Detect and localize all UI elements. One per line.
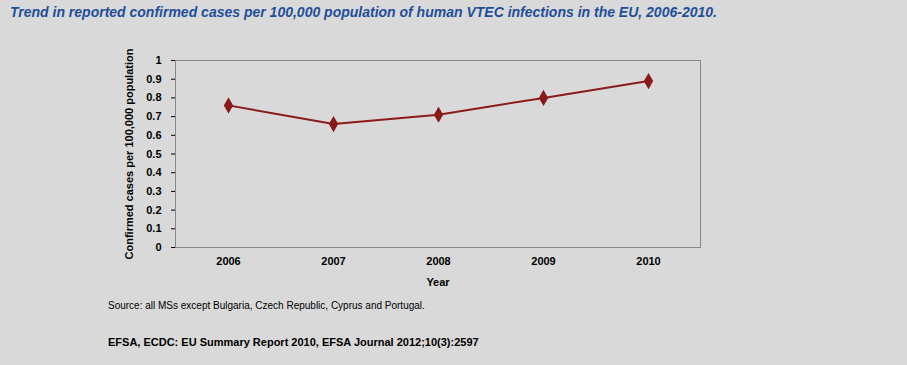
svg-text:1: 1 (155, 54, 161, 66)
svg-text:2006: 2006 (216, 255, 240, 267)
svg-text:0.9: 0.9 (146, 73, 161, 85)
svg-text:2010: 2010 (636, 255, 660, 267)
svg-text:0.7: 0.7 (146, 110, 161, 122)
html-text:EFSA, ECDC: EU Summary Report: EFSA, ECDC: EU Summary Report 2010, EFSA… (108, 336, 479, 348)
svg-text:0.8: 0.8 (146, 91, 161, 103)
svg-text:0.4: 0.4 (146, 166, 162, 178)
svg-text:0.6: 0.6 (146, 129, 161, 141)
svg-text:0: 0 (155, 241, 161, 253)
svg-text:0.2: 0.2 (146, 204, 161, 216)
svg-text:0.3: 0.3 (146, 185, 161, 197)
svg-text:2007: 2007 (321, 255, 345, 267)
svg-text:Year: Year (426, 276, 450, 288)
svg-text:Confirmed cases per 100,000 po: Confirmed cases per 100,000 population (123, 48, 135, 259)
svg-text:2009: 2009 (531, 255, 555, 267)
svg-text:2008: 2008 (426, 255, 450, 267)
svg-text:0.5: 0.5 (146, 148, 161, 160)
html-text:Source: all MSs except Bulgari: Source: all MSs except Bulgaria, Czech R… (108, 300, 425, 311)
html-text:Trend in reported confirmed ca: Trend in reported confirmed cases per 10… (10, 4, 717, 20)
svg-text:0.1: 0.1 (146, 222, 161, 234)
